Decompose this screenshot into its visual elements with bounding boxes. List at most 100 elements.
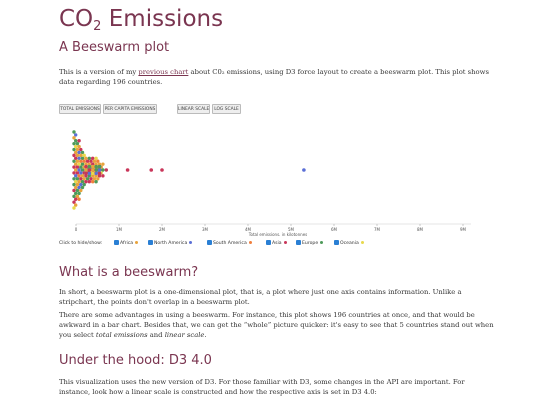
country-point[interactable] <box>91 162 95 166</box>
checkbox-icon[interactable] <box>266 240 271 245</box>
country-point[interactable] <box>94 171 98 176</box>
country-point[interactable] <box>75 153 80 158</box>
legend-africa[interactable]: Africa <box>114 239 139 249</box>
country-point[interactable] <box>74 174 78 178</box>
linear-scale-button[interactable]: LINEAR SCALE <box>177 104 210 114</box>
country-point[interactable] <box>75 147 80 152</box>
country-point[interactable] <box>91 179 95 184</box>
country-point[interactable] <box>87 171 92 176</box>
country-point[interactable] <box>79 171 83 175</box>
country-point[interactable] <box>94 179 98 184</box>
country-point[interactable] <box>72 153 76 158</box>
country-point[interactable] <box>77 139 81 143</box>
country-point[interactable] <box>87 179 91 184</box>
country-point[interactable] <box>72 136 76 140</box>
country-point[interactable] <box>75 165 80 169</box>
country-point[interactable] <box>125 168 130 172</box>
country-point[interactable] <box>72 165 76 169</box>
country-point[interactable] <box>94 174 98 178</box>
country-point[interactable] <box>97 162 102 166</box>
country-point[interactable] <box>82 177 86 181</box>
legend-asia[interactable]: Asia <box>266 239 287 249</box>
country-point[interactable] <box>74 133 78 137</box>
country-point[interactable] <box>72 182 76 187</box>
country-point[interactable] <box>87 164 92 169</box>
country-point[interactable] <box>84 171 88 176</box>
legend-oceania[interactable]: Oceania <box>334 239 364 249</box>
country-point[interactable] <box>87 168 92 172</box>
country-point[interactable] <box>77 162 81 166</box>
checkbox-icon[interactable] <box>334 240 339 245</box>
country-point[interactable] <box>104 168 108 172</box>
country-point[interactable] <box>91 168 95 172</box>
country-point[interactable] <box>82 182 86 187</box>
country-point[interactable] <box>80 156 85 161</box>
country-point[interactable] <box>74 162 78 166</box>
country-point[interactable] <box>72 147 76 152</box>
checkbox-icon[interactable] <box>296 240 301 245</box>
country-point[interactable] <box>77 174 81 178</box>
checkbox-icon[interactable] <box>207 240 212 245</box>
country-point[interactable] <box>80 179 85 184</box>
country-point[interactable] <box>74 150 78 155</box>
country-point[interactable] <box>75 188 80 193</box>
country-point[interactable] <box>74 191 78 196</box>
country-point[interactable] <box>75 141 80 146</box>
country-point[interactable] <box>72 206 76 210</box>
country-point[interactable] <box>84 174 88 178</box>
country-point[interactable] <box>74 168 78 172</box>
country-point[interactable] <box>80 162 85 166</box>
country-point[interactable] <box>96 177 100 181</box>
country-point[interactable] <box>80 185 85 190</box>
previous-chart-link[interactable]: previous chart <box>138 68 189 76</box>
country-point[interactable] <box>79 188 83 193</box>
country-point[interactable] <box>74 144 78 149</box>
country-point[interactable] <box>97 171 102 176</box>
legend-north-america[interactable]: North America <box>148 239 193 249</box>
country-point[interactable] <box>77 197 81 201</box>
country-point[interactable] <box>84 156 88 161</box>
country-point[interactable] <box>94 162 98 166</box>
country-point[interactable] <box>85 159 90 163</box>
country-point[interactable] <box>97 164 102 169</box>
country-point[interactable] <box>75 159 80 163</box>
country-point[interactable] <box>77 168 81 172</box>
country-point[interactable] <box>79 153 83 158</box>
country-point[interactable] <box>96 159 100 163</box>
country-point[interactable] <box>80 174 85 178</box>
country-point[interactable] <box>302 168 306 172</box>
country-point[interactable] <box>79 182 83 187</box>
country-point[interactable] <box>91 174 95 178</box>
country-point[interactable] <box>101 162 105 166</box>
checkbox-icon[interactable] <box>114 240 119 245</box>
country-point[interactable] <box>160 168 164 172</box>
checkbox-icon[interactable] <box>148 240 153 245</box>
country-point[interactable] <box>77 150 81 155</box>
legend-south-america[interactable]: South America <box>207 239 252 249</box>
country-point[interactable] <box>72 159 76 163</box>
country-point[interactable] <box>72 200 76 204</box>
country-point[interactable] <box>94 168 98 172</box>
country-point[interactable] <box>94 164 98 169</box>
country-point[interactable] <box>72 141 76 146</box>
country-point[interactable] <box>89 177 93 181</box>
country-point[interactable] <box>84 179 88 184</box>
country-point[interactable] <box>79 147 83 152</box>
country-point[interactable] <box>85 177 90 181</box>
country-point[interactable] <box>87 156 91 161</box>
country-point[interactable] <box>77 156 81 161</box>
country-point[interactable] <box>74 203 78 207</box>
country-point[interactable] <box>74 197 78 201</box>
country-point[interactable] <box>80 150 85 155</box>
country-point[interactable] <box>72 194 76 199</box>
legend-europe[interactable]: Europe <box>296 239 324 249</box>
country-point[interactable] <box>82 159 86 163</box>
country-point[interactable] <box>91 171 95 176</box>
per-capita-button[interactable]: PER CAPITA EMISSIONS <box>103 104 157 114</box>
country-point[interactable] <box>84 164 88 169</box>
country-point[interactable] <box>101 168 105 172</box>
country-point[interactable] <box>91 156 95 161</box>
country-point[interactable] <box>77 144 81 149</box>
country-point[interactable] <box>77 185 81 190</box>
country-point[interactable] <box>89 159 93 163</box>
